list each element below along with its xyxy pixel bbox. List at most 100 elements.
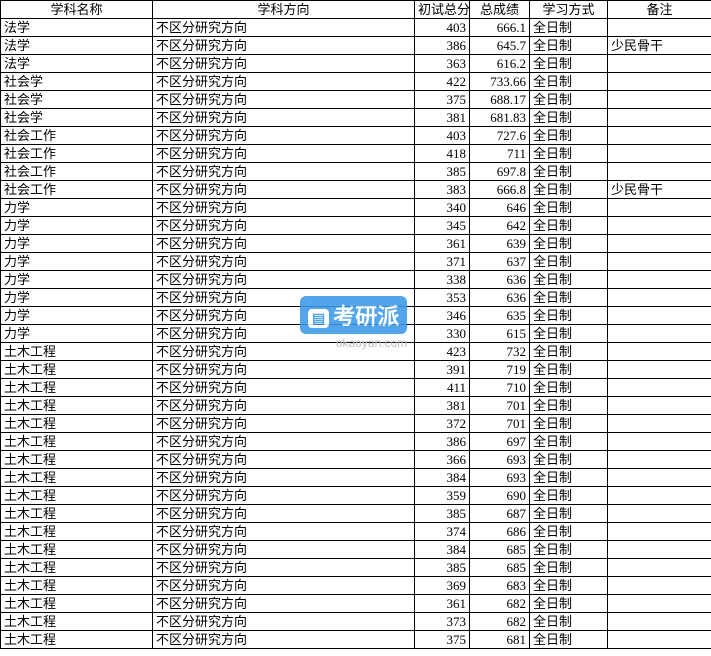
- cell-subject: 土木工程: [1, 523, 153, 541]
- cell-direction: 不区分研究方向: [153, 307, 415, 325]
- cell-mode: 全日制: [530, 379, 608, 397]
- table-row: 土木工程不区分研究方向359690全日制: [1, 487, 711, 505]
- cell-direction: 不区分研究方向: [153, 145, 415, 163]
- table-row: 土木工程不区分研究方向361682全日制: [1, 595, 711, 613]
- cell-subject: 社会工作: [1, 127, 153, 145]
- cell-subject: 法学: [1, 55, 153, 73]
- cell-mode: 全日制: [530, 505, 608, 523]
- cell-mode: 全日制: [530, 73, 608, 91]
- cell-score1: 384: [415, 541, 470, 559]
- cell-score2: 615: [470, 325, 530, 343]
- cell-score2: 710: [470, 379, 530, 397]
- cell-mode: 全日制: [530, 325, 608, 343]
- cell-score1: 418: [415, 145, 470, 163]
- table-row: 土木工程不区分研究方向374686全日制: [1, 523, 711, 541]
- cell-direction: 不区分研究方向: [153, 37, 415, 55]
- cell-mode: 全日制: [530, 361, 608, 379]
- cell-score2: 642: [470, 217, 530, 235]
- table-row: 法学不区分研究方向386645.7全日制少民骨干: [1, 37, 711, 55]
- cell-subject: 土木工程: [1, 505, 153, 523]
- table-row: 土木工程不区分研究方向366693全日制: [1, 451, 711, 469]
- cell-score1: 338: [415, 271, 470, 289]
- cell-score2: 701: [470, 415, 530, 433]
- cell-remark: [608, 631, 711, 649]
- cell-subject: 土木工程: [1, 415, 153, 433]
- table-row: 土木工程不区分研究方向411710全日制: [1, 379, 711, 397]
- cell-score1: 374: [415, 523, 470, 541]
- cell-subject: 社会工作: [1, 145, 153, 163]
- table-row: 社会工作不区分研究方向385697.8全日制: [1, 163, 711, 181]
- cell-direction: 不区分研究方向: [153, 55, 415, 73]
- cell-score1: 411: [415, 379, 470, 397]
- table-row: 土木工程不区分研究方向384685全日制: [1, 541, 711, 559]
- cell-subject: 土木工程: [1, 397, 153, 415]
- cell-score2: 701: [470, 397, 530, 415]
- cell-score2: 719: [470, 361, 530, 379]
- cell-mode: 全日制: [530, 181, 608, 199]
- cell-score1: 340: [415, 199, 470, 217]
- cell-mode: 全日制: [530, 289, 608, 307]
- cell-subject: 土木工程: [1, 631, 153, 649]
- cell-direction: 不区分研究方向: [153, 361, 415, 379]
- cell-remark: 少民骨干: [608, 37, 711, 55]
- cell-score1: 372: [415, 415, 470, 433]
- cell-subject: 土木工程: [1, 361, 153, 379]
- table-row: 社会工作不区分研究方向383666.8全日制少民骨干: [1, 181, 711, 199]
- cell-mode: 全日制: [530, 415, 608, 433]
- cell-direction: 不区分研究方向: [153, 91, 415, 109]
- cell-direction: 不区分研究方向: [153, 199, 415, 217]
- table-row: 社会工作不区分研究方向418711全日制: [1, 145, 711, 163]
- cell-score2: 645.7: [470, 37, 530, 55]
- cell-direction: 不区分研究方向: [153, 613, 415, 631]
- cell-score1: 375: [415, 631, 470, 649]
- cell-mode: 全日制: [530, 577, 608, 595]
- cell-remark: [608, 343, 711, 361]
- cell-remark: [608, 397, 711, 415]
- cell-score2: 636: [470, 271, 530, 289]
- cell-score2: 681: [470, 631, 530, 649]
- cell-remark: [608, 73, 711, 91]
- cell-remark: [608, 469, 711, 487]
- cell-score1: 330: [415, 325, 470, 343]
- cell-mode: 全日制: [530, 631, 608, 649]
- table-row: 力学不区分研究方向353636全日制: [1, 289, 711, 307]
- cell-score2: 616.2: [470, 55, 530, 73]
- cell-score2: 666.1: [470, 19, 530, 37]
- cell-score1: 381: [415, 397, 470, 415]
- cell-score2: 685: [470, 541, 530, 559]
- cell-direction: 不区分研究方向: [153, 271, 415, 289]
- cell-remark: [608, 127, 711, 145]
- cell-subject: 法学: [1, 37, 153, 55]
- cell-score1: 366: [415, 451, 470, 469]
- cell-score2: 666.8: [470, 181, 530, 199]
- cell-mode: 全日制: [530, 127, 608, 145]
- cell-mode: 全日制: [530, 433, 608, 451]
- cell-score2: 688.17: [470, 91, 530, 109]
- cell-remark: 少民骨干: [608, 181, 711, 199]
- cell-remark: [608, 505, 711, 523]
- cell-mode: 全日制: [530, 595, 608, 613]
- cell-remark: [608, 415, 711, 433]
- cell-remark: [608, 325, 711, 343]
- cell-score1: 345: [415, 217, 470, 235]
- cell-direction: 不区分研究方向: [153, 253, 415, 271]
- cell-direction: 不区分研究方向: [153, 127, 415, 145]
- cell-score2: 686: [470, 523, 530, 541]
- table-row: 土木工程不区分研究方向373682全日制: [1, 613, 711, 631]
- cell-score1: 371: [415, 253, 470, 271]
- cell-remark: [608, 361, 711, 379]
- table-row: 社会学不区分研究方向381681.83全日制: [1, 109, 711, 127]
- cell-remark: [608, 487, 711, 505]
- cell-remark: [608, 613, 711, 631]
- cell-score1: 373: [415, 613, 470, 631]
- cell-remark: [608, 235, 711, 253]
- cell-score2: 690: [470, 487, 530, 505]
- cell-subject: 土木工程: [1, 541, 153, 559]
- table-row: 土木工程不区分研究方向386697全日制: [1, 433, 711, 451]
- cell-mode: 全日制: [530, 235, 608, 253]
- table-body: 法学不区分研究方向403666.1全日制法学不区分研究方向386645.7全日制…: [1, 19, 711, 649]
- cell-subject: 土木工程: [1, 469, 153, 487]
- table-row: 土木工程不区分研究方向385687全日制: [1, 505, 711, 523]
- cell-remark: [608, 163, 711, 181]
- cell-direction: 不区分研究方向: [153, 415, 415, 433]
